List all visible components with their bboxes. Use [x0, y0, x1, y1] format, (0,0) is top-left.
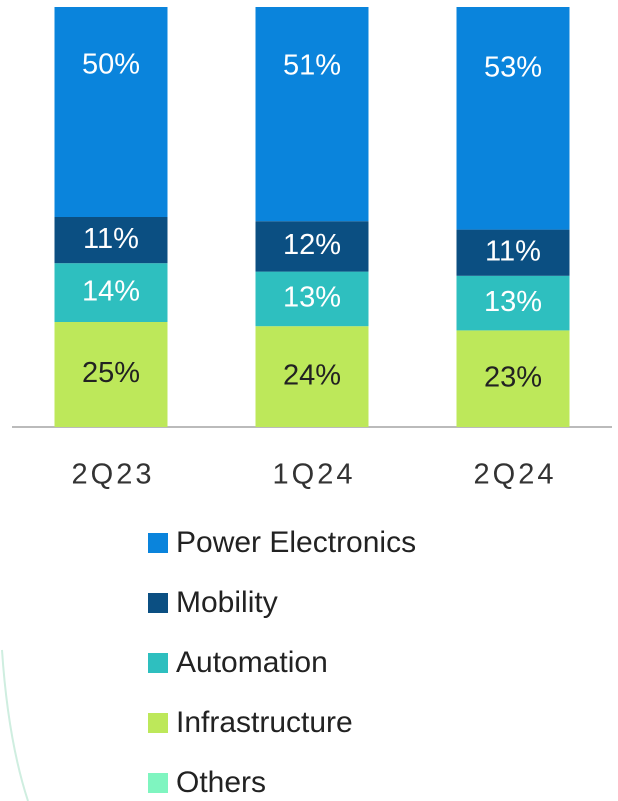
data-label: 50% — [82, 48, 140, 80]
bar-segment — [255, 7, 369, 222]
bar-segment — [456, 7, 570, 230]
bar-segment — [255, 221, 369, 272]
legend-swatch — [148, 713, 168, 733]
bar-segment — [456, 275, 570, 331]
legend-label: Others — [176, 766, 266, 799]
x-tick-label: 1Q24 — [273, 459, 356, 491]
x-tick-label: 2Q24 — [474, 459, 557, 491]
bar-segment — [54, 322, 168, 427]
bar-segment — [456, 229, 570, 276]
x-tick-label: 2Q23 — [72, 459, 155, 491]
data-label: 25% — [82, 357, 140, 389]
legend-swatch — [148, 593, 168, 613]
legend-swatch — [148, 653, 168, 673]
data-label: 11% — [485, 235, 541, 267]
data-label: 12% — [283, 229, 341, 261]
data-label: 51% — [283, 49, 341, 81]
bar-segment — [54, 217, 168, 264]
bar-segment — [255, 326, 369, 427]
legend-label: Automation — [176, 646, 328, 679]
legend-swatch — [148, 533, 168, 553]
data-label: 14% — [82, 275, 140, 307]
legend-label: Mobility — [176, 586, 278, 619]
bar-segment — [255, 271, 369, 327]
legend-label: Power Electronics — [176, 526, 416, 559]
data-label: 11% — [83, 223, 139, 255]
data-label: 13% — [484, 286, 542, 318]
data-label: 53% — [484, 52, 542, 84]
legend-label: Infrastructure — [176, 706, 353, 739]
decoration — [1, 649, 29, 801]
bar-segment — [456, 330, 570, 427]
legend-swatch — [148, 773, 168, 793]
data-label: 23% — [484, 361, 542, 393]
bar-segment — [54, 7, 168, 217]
data-label: 24% — [283, 359, 341, 391]
bar-segment — [54, 263, 168, 322]
data-label: 13% — [283, 282, 341, 314]
